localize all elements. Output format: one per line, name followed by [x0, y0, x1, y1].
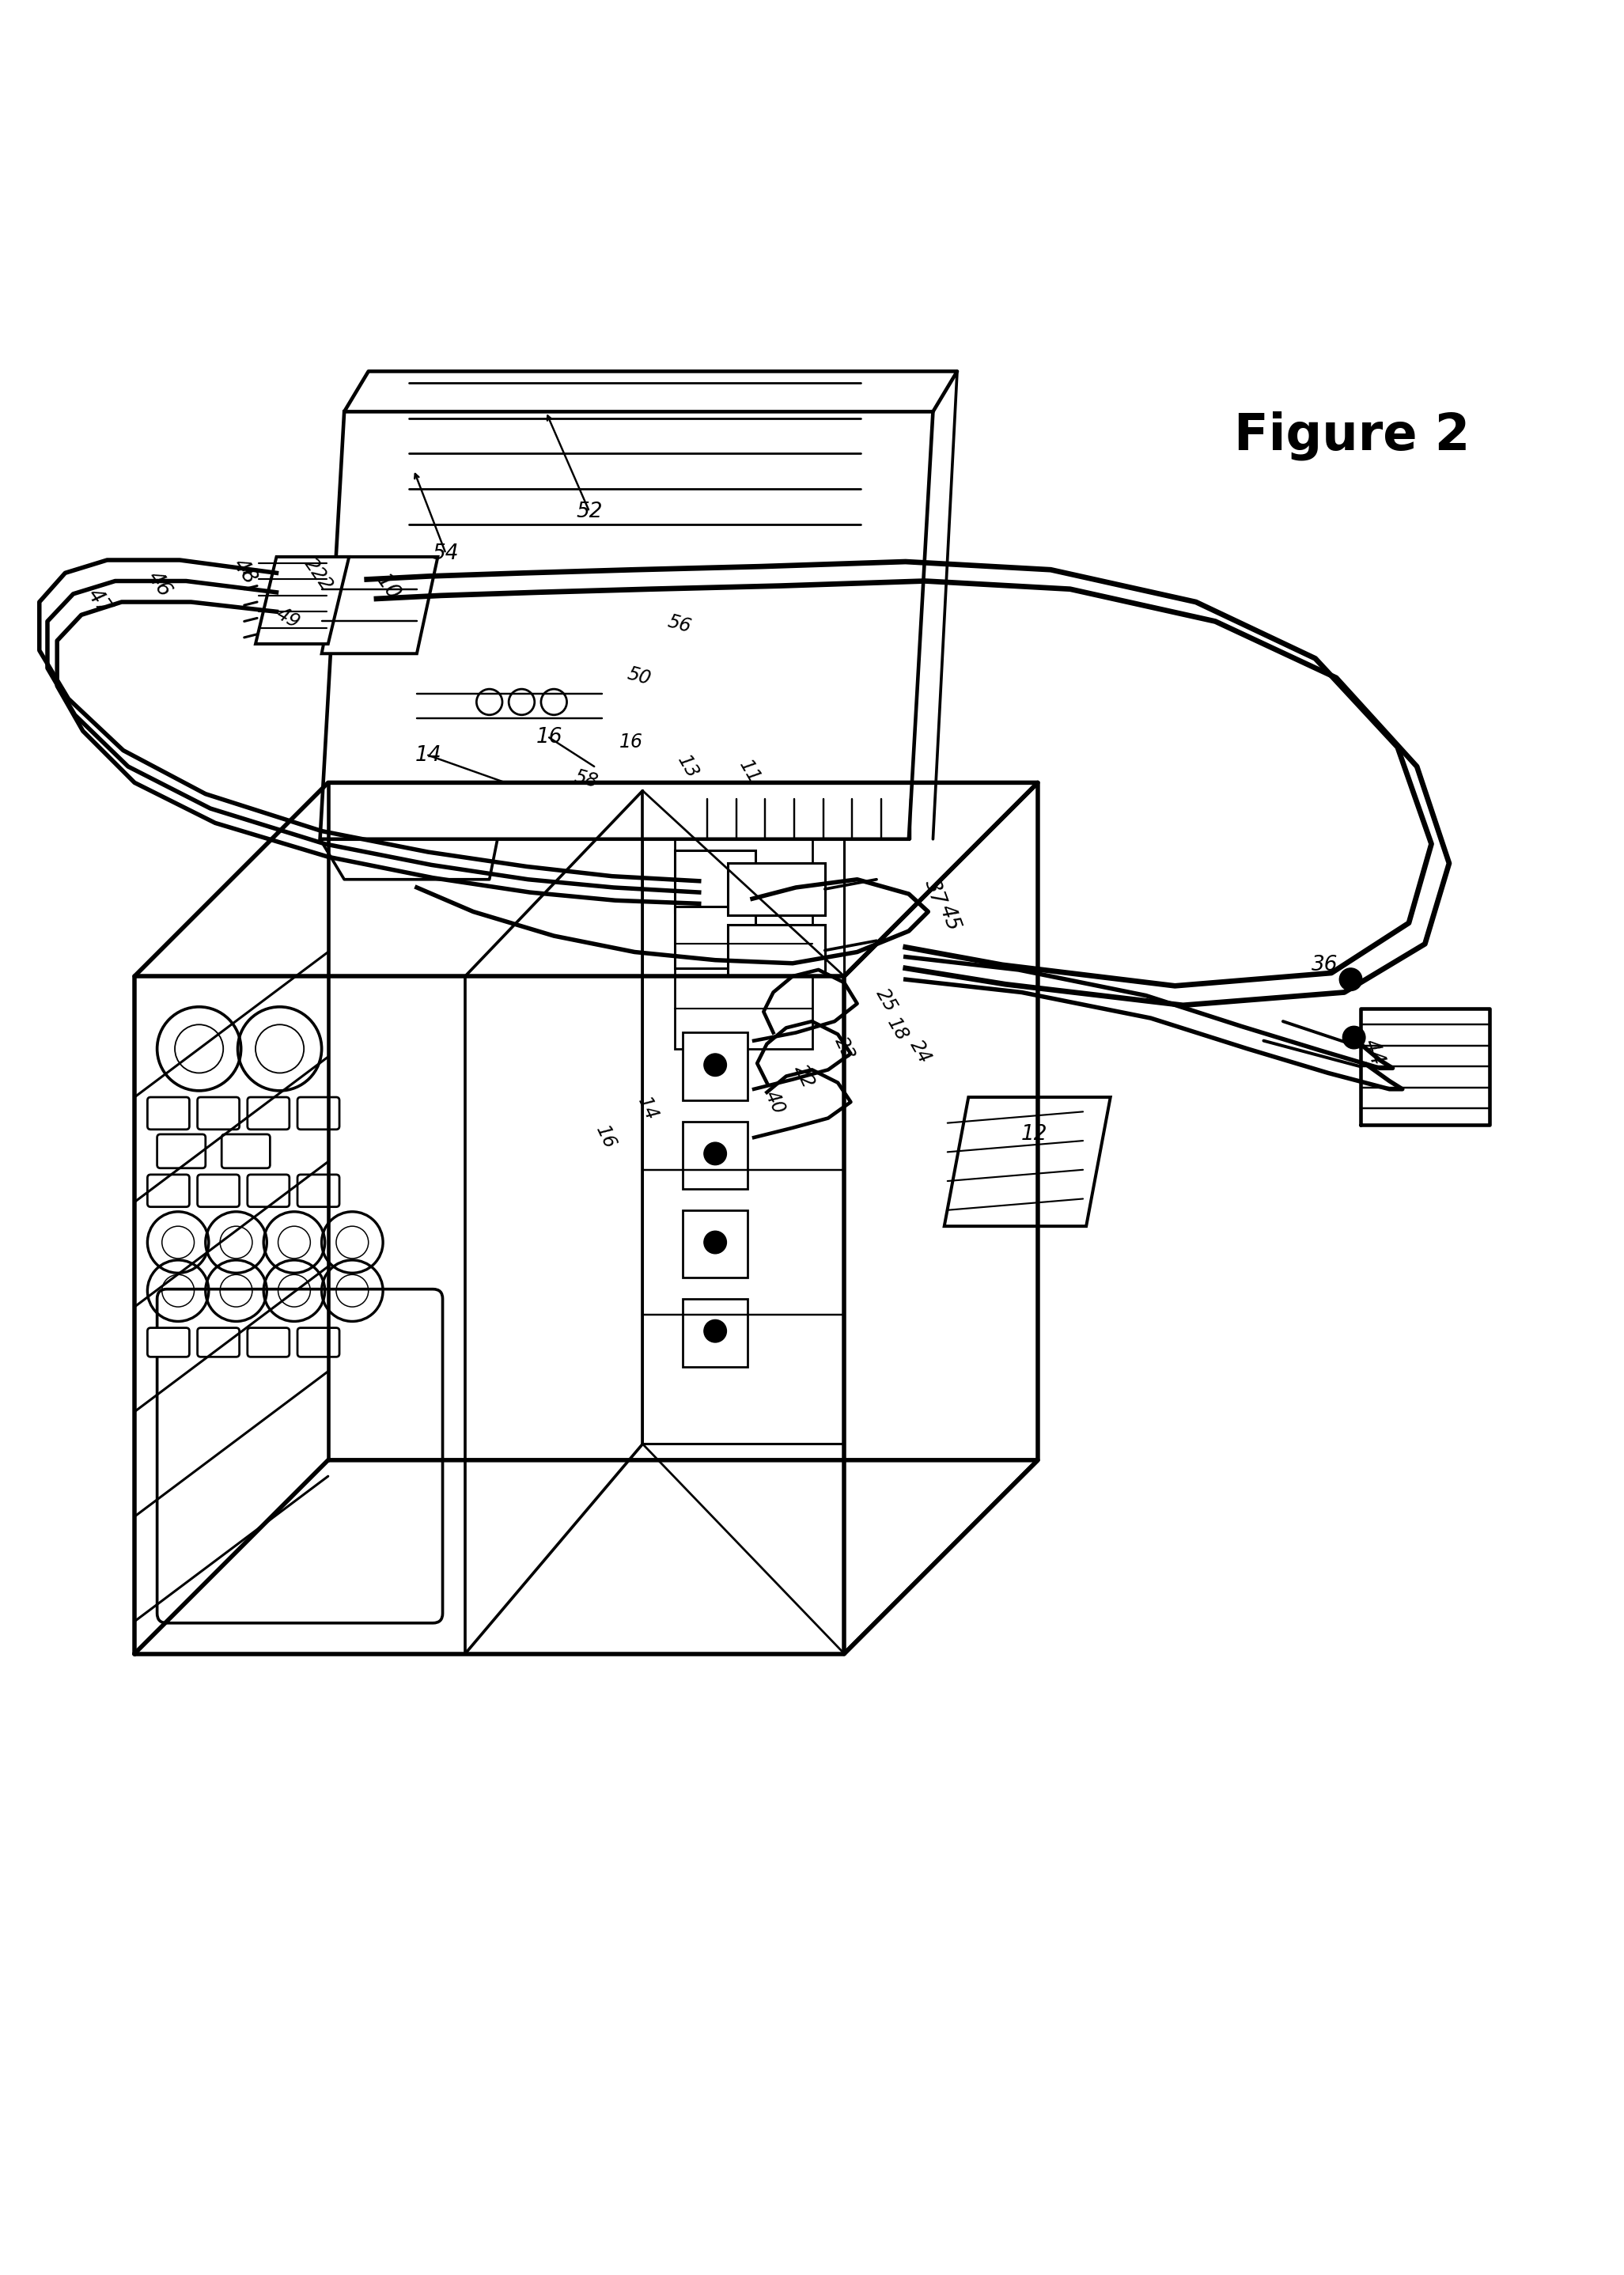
Bar [643, 792, 844, 1445]
Bar [728, 924, 825, 976]
FancyBboxPatch shape [247, 1329, 289, 1356]
Text: 16: 16 [619, 733, 643, 751]
Bar [684, 1210, 747, 1279]
Text: 36: 36 [1312, 955, 1338, 976]
Text: 23: 23 [830, 1035, 857, 1062]
Text: 11: 11 [736, 755, 763, 787]
Circle shape [1340, 969, 1363, 990]
Text: 49: 49 [273, 603, 302, 632]
Bar [728, 862, 825, 915]
Text: 14: 14 [633, 1094, 661, 1124]
Circle shape [1343, 1026, 1366, 1049]
Text: 24: 24 [906, 1037, 934, 1067]
Circle shape [703, 1319, 726, 1342]
Text: 50: 50 [625, 664, 653, 689]
Bar [676, 851, 755, 912]
FancyBboxPatch shape [148, 1329, 190, 1356]
Polygon shape [322, 557, 438, 653]
Polygon shape [320, 412, 932, 839]
Text: 40: 40 [762, 1087, 789, 1117]
Text: 10: 10 [372, 571, 404, 605]
FancyBboxPatch shape [297, 1174, 339, 1206]
Bar [684, 1299, 747, 1367]
Text: 16: 16 [536, 728, 562, 748]
FancyBboxPatch shape [148, 1097, 190, 1128]
Text: 25: 25 [872, 985, 900, 1015]
Text: 52: 52 [577, 500, 603, 521]
Text: 13: 13 [674, 751, 702, 783]
Text: 58: 58 [572, 767, 601, 792]
Text: 12: 12 [1021, 1124, 1047, 1144]
Bar [684, 1122, 747, 1190]
Text: 46: 46 [143, 566, 175, 601]
Text: Figure 2: Figure 2 [1234, 412, 1470, 460]
FancyBboxPatch shape [247, 1174, 289, 1206]
Text: 37: 37 [921, 876, 948, 908]
Polygon shape [255, 557, 349, 644]
FancyBboxPatch shape [247, 1097, 289, 1128]
FancyBboxPatch shape [221, 1135, 270, 1167]
Bar [676, 908, 755, 969]
Text: 22: 22 [791, 1062, 817, 1092]
FancyBboxPatch shape [297, 1097, 339, 1128]
FancyBboxPatch shape [158, 1290, 443, 1622]
FancyBboxPatch shape [198, 1097, 239, 1128]
FancyBboxPatch shape [198, 1329, 239, 1356]
FancyBboxPatch shape [148, 1174, 190, 1206]
Text: 56: 56 [666, 612, 693, 637]
Polygon shape [944, 1097, 1111, 1226]
Bar [684, 1033, 747, 1101]
Bar [676, 814, 812, 1049]
Text: 14: 14 [414, 744, 442, 764]
Circle shape [703, 1053, 726, 1076]
Text: 222: 222 [300, 555, 336, 594]
Text: 16: 16 [591, 1124, 619, 1151]
Text: 44: 44 [1359, 1035, 1387, 1067]
Text: 54: 54 [432, 544, 460, 564]
FancyBboxPatch shape [158, 1135, 206, 1167]
Text: 48: 48 [229, 555, 260, 589]
Text: 18: 18 [883, 1015, 911, 1044]
Circle shape [703, 1142, 726, 1165]
FancyBboxPatch shape [297, 1329, 339, 1356]
Text: 47: 47 [83, 585, 115, 619]
Text: 45: 45 [935, 903, 963, 935]
FancyBboxPatch shape [198, 1174, 239, 1206]
Circle shape [703, 1231, 726, 1254]
